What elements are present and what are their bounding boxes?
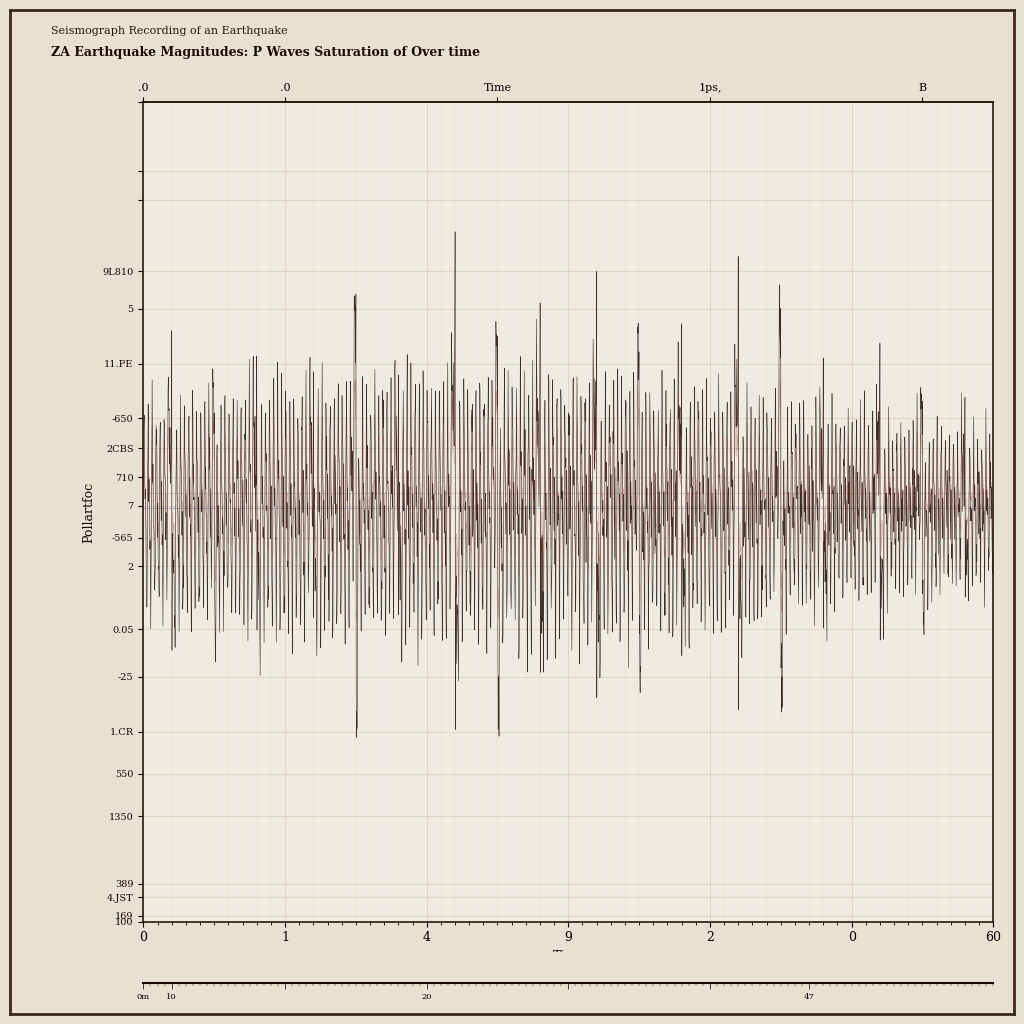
Text: ZA Earthquake Magnitudes: P Waves Saturation of Over time: ZA Earthquake Magnitudes: P Waves Satura…	[51, 46, 480, 59]
Text: Seismograph Recording of an Earthquake: Seismograph Recording of an Earthquake	[51, 26, 288, 36]
X-axis label: Time: Time	[553, 950, 584, 963]
Y-axis label: Pollartfoc: Pollartfoc	[83, 481, 95, 543]
